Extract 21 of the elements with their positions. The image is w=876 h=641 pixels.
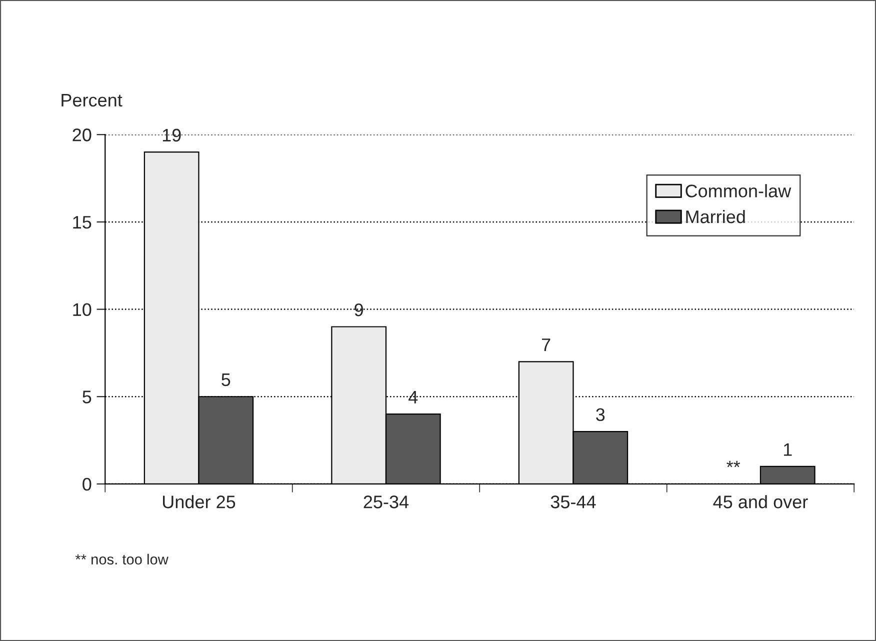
legend-label: Married xyxy=(686,210,745,224)
y-axis-title: Percent xyxy=(62,94,122,107)
data-label: 5 xyxy=(222,374,230,386)
y-tick-label: 5 xyxy=(82,390,92,404)
text: ** nos. too low xyxy=(75,554,168,565)
y-tick-label: 0 xyxy=(82,478,92,491)
y-tick-label: 10 xyxy=(73,303,92,316)
x-tick-label: 25-34 xyxy=(364,496,409,508)
x-tick-label: 45 and over xyxy=(713,495,808,508)
text: ** xyxy=(726,460,740,468)
data-label: 9 xyxy=(354,303,363,316)
y-tick-label: 20 xyxy=(72,128,92,142)
legend-label: Common-law xyxy=(686,184,792,198)
data-label: 3 xyxy=(596,408,605,422)
y-tick-label: 15 xyxy=(73,216,92,229)
x-tick-label: 35-44 xyxy=(550,496,596,508)
data-label: 1 xyxy=(784,443,792,456)
x-tick-label: Under 25 xyxy=(163,495,236,508)
data-label: 7 xyxy=(542,338,550,351)
data-label: 19 xyxy=(162,128,181,142)
data-label: 4 xyxy=(408,390,418,404)
